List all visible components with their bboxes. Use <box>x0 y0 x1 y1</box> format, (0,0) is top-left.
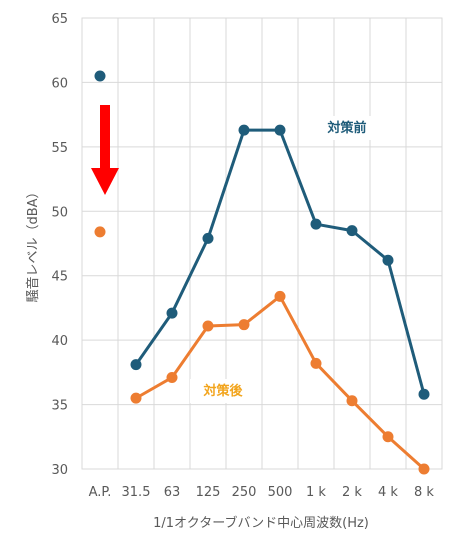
data-point <box>238 319 250 331</box>
data-point <box>166 307 178 319</box>
series-label: 対策前 <box>326 120 366 136</box>
data-point <box>94 70 106 82</box>
data-point <box>130 392 142 404</box>
data-point <box>202 320 214 332</box>
y-tick-label: 55 <box>51 141 68 156</box>
data-point <box>94 226 106 238</box>
y-axis-title: 騒音レベル（dBA） <box>25 185 41 302</box>
y-tick-label: 30 <box>51 463 68 478</box>
y-tick-label: 35 <box>51 399 68 414</box>
data-point <box>382 431 394 443</box>
x-tick-label: 63 <box>164 485 181 500</box>
data-point <box>274 290 286 302</box>
data-point <box>238 124 250 136</box>
data-point <box>346 225 358 237</box>
series-label: 対策後 <box>202 383 243 399</box>
x-axis-title: 1/1オクターブバンド中心周波数(Hz) <box>153 515 369 531</box>
arrow-head <box>91 168 119 195</box>
data-point <box>418 463 430 475</box>
x-tick-labels: A.P. 31.5 63 125 250 500 1 k 2 k 4 k 8 k <box>89 485 435 500</box>
y-tick-label: 40 <box>51 334 68 349</box>
series-2: 対策後 <box>94 226 430 475</box>
data-point <box>130 359 142 371</box>
data-point <box>382 254 394 266</box>
arrow-shaft <box>100 105 110 169</box>
x-tick-label: 31.5 <box>122 485 151 500</box>
data-point <box>274 124 286 136</box>
x-tick-label: 4 k <box>378 485 398 500</box>
x-tick-label: A.P. <box>89 485 112 500</box>
y-tick-label: 45 <box>51 270 68 285</box>
y-tick-label: 60 <box>51 76 68 91</box>
series-1: 対策前 <box>94 70 430 400</box>
data-point <box>310 218 322 230</box>
x-tick-label: 500 <box>268 485 293 500</box>
series-label-background <box>314 116 380 140</box>
arrow-annotation <box>91 105 119 195</box>
x-tick-label: 125 <box>196 485 221 500</box>
y-tick-label: 65 <box>51 12 68 27</box>
data-point <box>310 357 322 369</box>
x-tick-label: 2 k <box>342 485 362 500</box>
y-tick-label: 50 <box>51 205 68 220</box>
series-label-background <box>190 379 256 403</box>
x-tick-label: 250 <box>232 485 257 500</box>
x-tick-label: 1 k <box>306 485 326 500</box>
data-point <box>202 232 214 244</box>
y-tick-labels: 30 35 40 45 50 55 60 65 <box>51 12 68 478</box>
data-point <box>418 388 430 400</box>
x-tick-label: 8 k <box>414 485 434 500</box>
data-point <box>166 372 178 384</box>
data-point <box>346 395 358 407</box>
